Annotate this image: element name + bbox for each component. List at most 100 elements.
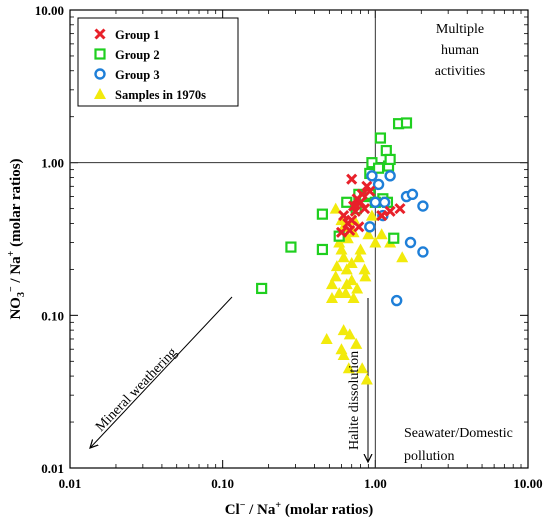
y-tick-label: 0.01	[41, 461, 64, 476]
legend-marker	[94, 28, 106, 40]
data-point	[375, 228, 388, 240]
data-point	[337, 348, 350, 360]
data-point	[404, 236, 417, 249]
data-point	[335, 243, 348, 255]
annotation-human-activities: human	[441, 43, 479, 58]
data-point	[396, 251, 409, 263]
data-point	[347, 226, 360, 238]
annotation-seawater-domestic: Seawater/Domestic	[404, 426, 513, 441]
data-point	[330, 260, 343, 272]
x-tick-label: 0.10	[211, 476, 234, 491]
data-point	[376, 210, 388, 222]
data-point	[351, 282, 364, 294]
y-axis-label: NO3− / Na+ (molar ratios)	[6, 158, 27, 319]
legend-label: Samples in 1970s	[115, 88, 206, 102]
legend-box	[77, 17, 239, 107]
y-tick-label: 10.00	[35, 3, 64, 18]
data-point	[339, 287, 352, 299]
axis-ticks: 0.010.01 0.10 0.10 1.00 1.00 10.00 10.00	[35, 3, 543, 491]
x-tick-label: 10.00	[513, 476, 542, 491]
annotation-mineral-weathering: Mineral weathering	[93, 345, 180, 435]
data-point	[417, 200, 429, 212]
data-point	[366, 170, 378, 182]
trend-arrows	[90, 296, 368, 462]
data-point	[356, 188, 368, 200]
data-point	[346, 173, 358, 185]
data-point	[353, 221, 365, 233]
y-tick-label: 0.10	[41, 308, 64, 323]
data-point	[325, 278, 338, 290]
data-point	[358, 203, 371, 215]
x-axis-label: Cl− / Na+ (molar ratios)	[225, 500, 374, 518]
data-points	[256, 117, 429, 385]
y-tick-label: 1.00	[41, 156, 64, 171]
data-point	[359, 270, 372, 282]
data-point	[347, 291, 360, 303]
data-point	[369, 196, 382, 209]
data-point	[343, 328, 356, 340]
axis-labels: Cl− / Na+ (molar ratios) NO3− / Na+ (mola…	[6, 158, 373, 518]
data-point	[394, 203, 406, 215]
data-point	[384, 153, 396, 166]
data-point	[349, 205, 361, 217]
data-point	[356, 362, 369, 374]
legend-marker	[94, 68, 106, 80]
data-point	[335, 343, 348, 355]
data-point	[390, 294, 403, 307]
legend-label: Group 2	[115, 48, 160, 62]
data-point	[335, 226, 348, 238]
data-point	[256, 282, 268, 295]
data-point	[358, 263, 371, 275]
legend-label: Group 1	[115, 28, 160, 42]
data-point	[350, 337, 363, 349]
data-point	[354, 196, 367, 208]
data-point	[406, 188, 419, 201]
data-point	[378, 196, 391, 209]
data-point	[316, 243, 328, 256]
data-point	[352, 251, 365, 263]
data-point	[360, 373, 373, 385]
data-point	[342, 362, 355, 374]
legend-label: Group 3	[115, 68, 160, 82]
legend: Group 1 Group 2 Group 3 Samples in 1970s	[77, 17, 239, 107]
data-point	[329, 202, 342, 214]
data-point	[384, 170, 396, 182]
annotation-human-activities: Multiple	[436, 22, 484, 37]
data-point	[374, 132, 387, 144]
data-point	[337, 251, 350, 263]
data-point	[364, 221, 376, 233]
data-point	[337, 324, 350, 336]
data-point	[369, 236, 382, 248]
data-point	[329, 270, 342, 282]
mineral-weathering-arrow	[90, 296, 233, 448]
data-point	[388, 232, 400, 244]
data-point	[345, 274, 358, 286]
data-point	[384, 205, 396, 217]
plot-frame	[69, 9, 529, 469]
data-point	[340, 263, 353, 275]
annotation-seawater-domestic: pollution	[404, 449, 455, 464]
annotation-halite-dissolution: Halite dissolution	[347, 351, 362, 450]
data-point	[354, 243, 367, 255]
data-point	[316, 208, 328, 220]
data-point	[417, 246, 429, 258]
data-point	[338, 210, 350, 222]
data-point	[362, 228, 375, 240]
data-point	[345, 257, 358, 269]
data-point	[320, 332, 333, 344]
legend-marker	[94, 48, 106, 60]
data-point	[372, 178, 385, 191]
data-point	[325, 291, 338, 303]
data-point	[400, 117, 413, 129]
data-point	[285, 241, 297, 253]
data-point	[333, 236, 346, 248]
x-tick-label: 1.00	[364, 476, 387, 491]
data-point	[364, 185, 376, 197]
annotation-human-activities: activities	[435, 64, 486, 79]
x-tick-label: 0.01	[59, 476, 82, 491]
data-point	[344, 224, 356, 236]
data-point	[380, 144, 392, 157]
legend-marker	[94, 88, 106, 99]
data-point	[365, 209, 378, 221]
